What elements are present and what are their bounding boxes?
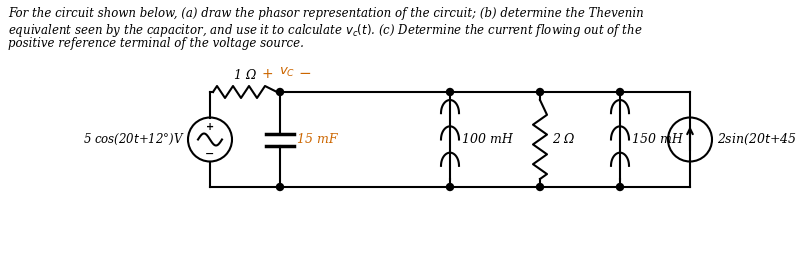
Circle shape xyxy=(536,88,544,96)
Text: +: + xyxy=(206,121,214,132)
Text: equivalent seen by the capacitor, and use it to calculate $v_c(t)$. (c) Determin: equivalent seen by the capacitor, and us… xyxy=(8,22,642,39)
Text: 100 mH: 100 mH xyxy=(462,133,512,146)
Circle shape xyxy=(277,183,284,190)
Circle shape xyxy=(617,183,623,190)
Text: For the circuit shown below, (a) draw the phasor representation of the circuit; : For the circuit shown below, (a) draw th… xyxy=(8,7,644,20)
Text: −: − xyxy=(206,148,214,159)
Text: +: + xyxy=(261,67,273,81)
Text: 2 Ω: 2 Ω xyxy=(552,133,575,146)
Text: 15 mF: 15 mF xyxy=(297,133,337,146)
Circle shape xyxy=(446,88,453,96)
Circle shape xyxy=(277,88,284,96)
Circle shape xyxy=(617,88,623,96)
Circle shape xyxy=(446,183,453,190)
Text: 5 cos(20$t$+12°)V: 5 cos(20$t$+12°)V xyxy=(83,132,185,147)
Circle shape xyxy=(536,183,544,190)
Text: −: − xyxy=(299,66,312,81)
Text: 1 Ω: 1 Ω xyxy=(234,69,256,82)
Text: 2sin(20$t$+45°)A: 2sin(20$t$+45°)A xyxy=(717,132,797,147)
Text: $v_C$: $v_C$ xyxy=(279,65,295,78)
Text: positive reference terminal of the voltage source.: positive reference terminal of the volta… xyxy=(8,37,304,50)
Text: 150 mH: 150 mH xyxy=(632,133,683,146)
